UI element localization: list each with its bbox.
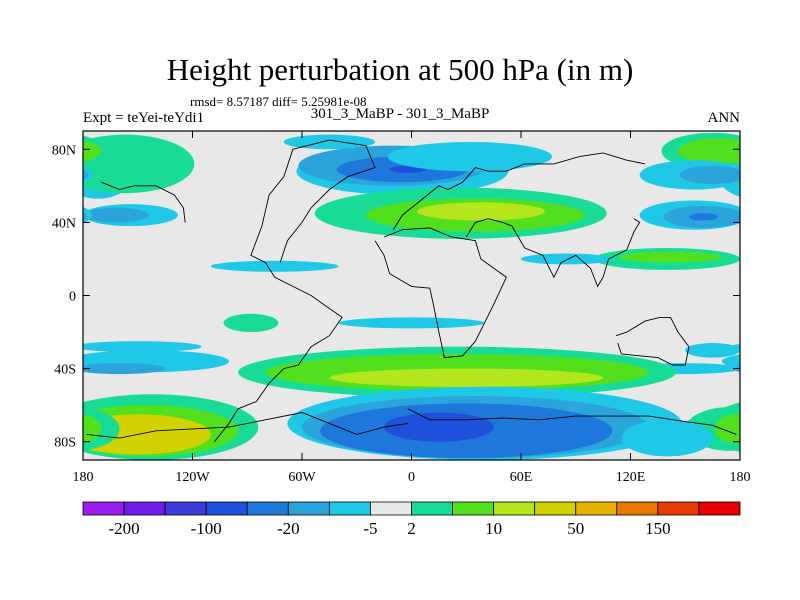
colorbar-swatch-2 xyxy=(164,501,207,516)
contour-region-21 xyxy=(83,166,93,183)
contour-region-49 xyxy=(621,419,713,457)
contour-region-20 xyxy=(677,138,740,164)
coastline-4 xyxy=(615,316,690,366)
stats-line: rmsd= 8.57187 diff= 5.25981e-08 xyxy=(190,94,367,109)
contour-region-48 xyxy=(83,414,102,444)
y-tick-label-2: 0 xyxy=(69,290,76,305)
contour-field xyxy=(0,132,800,460)
contour-region-36 xyxy=(329,368,604,387)
colorbar-swatch-5 xyxy=(287,501,330,516)
contour-region-22 xyxy=(83,169,89,180)
contour-region-16 xyxy=(83,207,93,224)
colorbar-label-6: 50 xyxy=(567,519,584,538)
contour-region-24 xyxy=(619,251,722,263)
colorbar-label-1: -100 xyxy=(191,519,222,538)
contour-region-18 xyxy=(688,213,719,221)
contour-region-48 xyxy=(714,414,740,444)
colorbar-swatch-0 xyxy=(82,501,125,516)
colorbar-swatch-3 xyxy=(205,501,248,516)
y-tick-label-4: 80S xyxy=(54,436,76,451)
coastline-5 xyxy=(101,181,186,223)
contour-region-31 xyxy=(83,363,166,375)
contour-region-30 xyxy=(721,354,740,369)
contour-region-25 xyxy=(521,253,613,265)
coastlines xyxy=(86,139,737,442)
contour-region-26 xyxy=(210,260,339,272)
x-tick-label-3: 0 xyxy=(408,470,415,485)
contour-region-29 xyxy=(83,341,202,353)
colorbar-label-2: -20 xyxy=(277,519,300,538)
contour-region-43 xyxy=(384,412,494,442)
colorbar-label-3: -5 xyxy=(363,519,377,538)
contour-region-17 xyxy=(83,212,87,222)
x-tick-label-4: 60E xyxy=(510,470,533,485)
colorbar-label-5: 10 xyxy=(485,519,502,538)
contour-region-22 xyxy=(679,165,740,185)
colorbar-swatch-9 xyxy=(452,501,495,516)
colorbar-swatch-11 xyxy=(534,501,577,516)
contour-region-29 xyxy=(730,343,740,350)
contour-region-15 xyxy=(740,208,800,223)
x-tick-label-2: 60W xyxy=(288,470,316,485)
y-tick-label-3: 40S xyxy=(54,363,76,378)
contour-region-14 xyxy=(740,204,800,226)
expt-label: Expt = teYei-teYdi1 xyxy=(83,110,205,126)
contour-region-4 xyxy=(83,134,195,194)
chart-title: Height perturbation at 500 hPa (in m) xyxy=(166,52,634,87)
colorbar-swatch-12 xyxy=(575,501,618,516)
colorbar-swatch-15 xyxy=(698,501,741,516)
contour-region-32 xyxy=(685,343,740,358)
x-tick-label-1: 120W xyxy=(175,470,210,485)
contour-region-31 xyxy=(730,365,740,372)
colorbar-swatch-7 xyxy=(370,501,412,516)
contour-region-28 xyxy=(338,317,485,329)
contour-region-32 xyxy=(28,343,83,358)
axis-ticks: 180 120W 60W 0 60E 120E 180 80N 40N 0 40S 80S xyxy=(52,131,751,485)
contour-region-27 xyxy=(223,313,279,333)
x-tick-label-6: 180 xyxy=(730,470,751,485)
contour-region-13 xyxy=(416,202,545,221)
coastline-1 xyxy=(374,227,507,359)
coastline-7 xyxy=(86,412,408,439)
colorbar-label-0: -200 xyxy=(108,519,139,538)
colorbar-swatch-10 xyxy=(493,501,536,516)
colorbar-swatch-13 xyxy=(616,501,659,516)
colorbar-swatch-6 xyxy=(328,501,371,516)
coastline-6 xyxy=(407,408,737,435)
y-tick-label-0: 80N xyxy=(52,143,76,158)
colorbar: -200 -100 -20 -5 2 10 50 150 xyxy=(82,501,741,538)
x-tick-label-5: 120E xyxy=(616,470,646,485)
y-tick-label-1: 40N xyxy=(52,216,76,231)
colorbar-label-7: 150 xyxy=(645,519,671,538)
colorbar-swatch-8 xyxy=(411,501,453,516)
contour-region-10 xyxy=(387,141,553,172)
season-label: ANN xyxy=(707,110,741,126)
colorbar-swatch-4 xyxy=(246,501,289,516)
coastline-2 xyxy=(392,152,646,230)
case-label: 301_3_MaBP - 301_3_MaBP xyxy=(310,106,490,122)
x-tick-label-0: 180 xyxy=(73,470,94,485)
colorbar-swatch-14 xyxy=(657,501,700,516)
contour-region-23 xyxy=(0,248,83,270)
coastline-3 xyxy=(465,218,641,288)
colorbar-label-4: 2 xyxy=(407,519,416,538)
contour-region-15 xyxy=(83,207,149,223)
contour-region-20 xyxy=(83,140,102,162)
coastline-0 xyxy=(214,139,376,442)
colorbar-swatch-1 xyxy=(123,501,166,516)
